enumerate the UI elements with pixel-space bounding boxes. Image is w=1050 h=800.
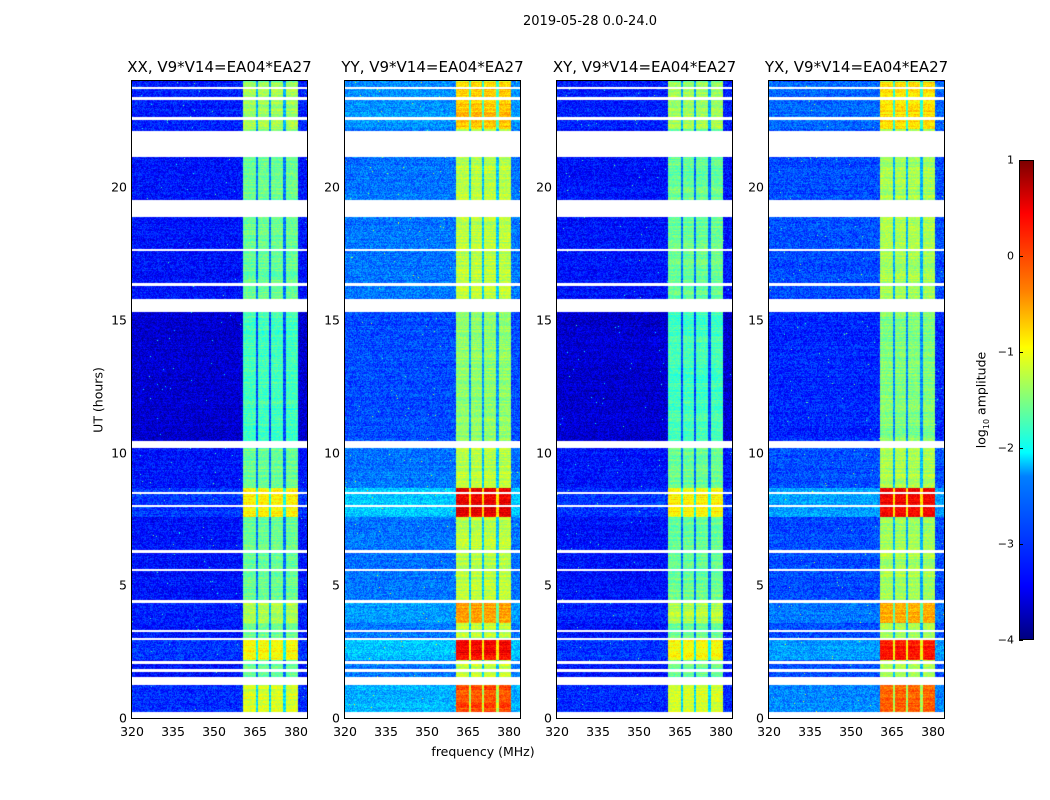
colorbar-label-tail: amplitude: [973, 351, 989, 419]
colorbar-tick-mark: [1019, 256, 1023, 257]
x-tick-label: 365: [456, 724, 480, 739]
x-tick-label: 335: [586, 724, 610, 739]
panel-title: XX, V9*V14=EA04*EA27: [127, 58, 312, 76]
x-tick-label: 380: [921, 724, 945, 739]
y-tick-label: 15: [324, 312, 340, 328]
y-tick-label: 10: [748, 445, 764, 461]
colorbar-tick-mark: [1019, 544, 1023, 545]
colorbar-tick-mark: [1019, 352, 1023, 353]
colorbar-tick-label: −1: [997, 345, 1014, 359]
y-tick-label: 0: [756, 710, 764, 726]
x-tick-label: 335: [161, 724, 185, 739]
heatmap-panel-yx: [768, 80, 945, 719]
x-tick-label: 380: [497, 724, 521, 739]
x-tick-label: 380: [709, 724, 733, 739]
y-tick-label: 15: [536, 312, 552, 328]
x-tick-label: 320: [333, 724, 357, 739]
heatmap-image: [557, 81, 732, 718]
panel-title: XY, V9*V14=EA04*EA27: [552, 58, 737, 76]
colorbar-tick-mark: [1019, 640, 1023, 641]
y-tick-label: 20: [324, 179, 340, 195]
x-axis-label: frequency (MHz): [431, 744, 535, 759]
y-tick-label: 20: [536, 179, 552, 195]
colorbar-tick-label: −3: [997, 537, 1014, 551]
panel-title: YX, V9*V14=EA04*EA27: [764, 58, 949, 76]
x-tick-label: 335: [374, 724, 398, 739]
y-axis-label: UT (hours): [90, 367, 106, 433]
colorbar-tick-label: 0: [1007, 249, 1014, 263]
x-tick-label: 365: [880, 724, 904, 739]
colorbar-tick-label: −4: [997, 633, 1014, 647]
y-tick-label: 15: [748, 312, 764, 328]
heatmap-panel-xx: [131, 80, 308, 719]
colorbar-label-sub: 10: [981, 418, 991, 430]
y-tick-label: 5: [332, 577, 340, 593]
colorbar-tick-mark: [1019, 448, 1023, 449]
colorbar-label-main: log: [973, 429, 989, 449]
x-tick-label: 335: [798, 724, 822, 739]
x-tick-label: 320: [757, 724, 781, 739]
heatmap-panel-yy: [344, 80, 521, 719]
x-tick-label: 380: [284, 724, 308, 739]
y-tick-label: 5: [756, 577, 764, 593]
y-tick-label: 20: [111, 179, 127, 195]
colorbar: [1019, 160, 1034, 640]
y-tick-label: 0: [332, 710, 340, 726]
y-tick-label: 10: [536, 445, 552, 461]
y-tick-label: 5: [119, 577, 127, 593]
y-tick-label: 10: [324, 445, 340, 461]
y-tick-label: 15: [111, 312, 127, 328]
figure-title: 2019-05-28 0.0-24.0: [523, 14, 657, 29]
x-tick-label: 350: [415, 724, 439, 739]
colorbar-tick-label: 1: [1007, 153, 1014, 167]
x-tick-label: 365: [243, 724, 267, 739]
y-tick-label: 10: [111, 445, 127, 461]
panel-title: YY, V9*V14=EA04*EA27: [341, 58, 524, 76]
x-tick-label: 350: [627, 724, 651, 739]
y-tick-label: 20: [748, 179, 764, 195]
colorbar-tick-mark: [1019, 160, 1023, 161]
heatmap-image: [132, 81, 307, 718]
heatmap-image: [345, 81, 520, 718]
colorbar-tick-label: −2: [997, 441, 1014, 455]
colorbar-label: log10 amplitude: [973, 352, 991, 448]
x-tick-label: 365: [668, 724, 692, 739]
y-tick-label: 0: [544, 710, 552, 726]
x-tick-label: 350: [202, 724, 226, 739]
heatmap-panel-xy: [556, 80, 733, 719]
y-tick-label: 0: [119, 710, 127, 726]
x-tick-label: 320: [120, 724, 144, 739]
y-tick-label: 5: [544, 577, 552, 593]
x-tick-label: 350: [839, 724, 863, 739]
heatmap-image: [769, 81, 944, 718]
x-tick-label: 320: [545, 724, 569, 739]
